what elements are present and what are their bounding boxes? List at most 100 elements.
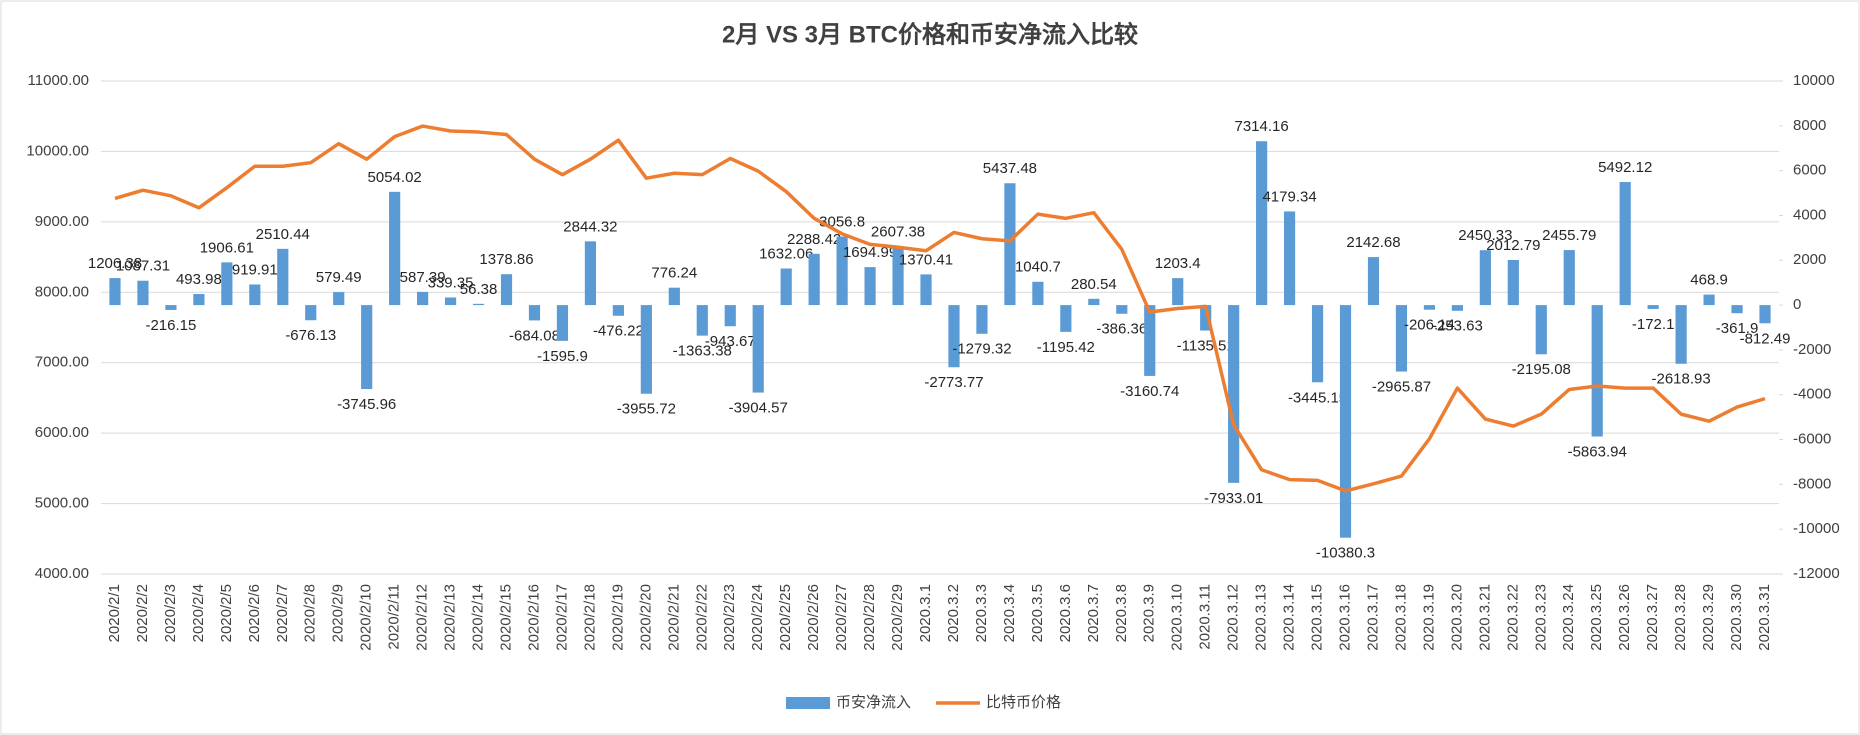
bar (892, 246, 904, 306)
x-tick-label: 2020.3.6 (1057, 584, 1074, 642)
bar (1675, 305, 1687, 364)
data-label: -216.15 (145, 317, 196, 334)
bar (1703, 294, 1715, 306)
bar (780, 268, 792, 306)
bar (612, 305, 624, 316)
data-label: -1195.42 (1037, 339, 1095, 356)
legend-label: 币安净流入 (836, 694, 911, 711)
data-label: -1363.38 (673, 343, 732, 360)
x-tick-label: 2020.3.20 (1448, 584, 1465, 651)
data-label: 5054.02 (368, 169, 422, 186)
bar (724, 305, 736, 327)
data-label: -10380.3 (1316, 545, 1375, 562)
bar (1339, 305, 1352, 538)
bar (1591, 305, 1603, 437)
data-label: -386.36 (1096, 321, 1147, 338)
data-label: 1370.41 (899, 251, 953, 268)
data-label: 7314.16 (1234, 118, 1288, 135)
x-tick-label: 2020.3.24 (1560, 584, 1577, 651)
data-label: 1087.31 (116, 258, 170, 275)
data-label: -1595.9 (537, 348, 588, 365)
y-tick-label: 4000.00 (35, 565, 89, 582)
bar (752, 305, 764, 393)
bar (333, 292, 345, 306)
x-tick-label: 2020/2/27 (833, 584, 850, 651)
data-label: 1378.86 (479, 251, 533, 268)
x-tick-label: 2020/2/2 (134, 584, 151, 642)
bar (1144, 305, 1156, 376)
bar (500, 274, 513, 306)
x-tick-label: 2020/2/21 (665, 584, 682, 651)
data-label: 1203.4 (1155, 255, 1201, 272)
data-label: -2773.77 (924, 374, 983, 391)
data-label: -476.22 (593, 323, 644, 340)
data-label: -676.13 (285, 327, 336, 344)
bar (556, 305, 569, 341)
x-tick-label: 2020/2/25 (777, 584, 794, 651)
y-tick-label: 8000.00 (35, 283, 89, 300)
x-tick-label: 2020.3.11 (1197, 584, 1214, 650)
y-tick-label: 9000.00 (35, 213, 89, 230)
x-tick-label: 2020.3.18 (1392, 584, 1409, 651)
data-label: 280.54 (1071, 276, 1117, 293)
data-label: -253.63 (1432, 318, 1483, 335)
bar (1535, 305, 1547, 355)
data-label: 468.9 (1690, 272, 1728, 289)
bar (1759, 305, 1771, 324)
bar (1004, 183, 1016, 306)
x-tick-label: 2020/2/19 (609, 584, 626, 651)
y2-tick-label: 10000 (1793, 72, 1835, 89)
x-tick-label: 2020/2/16 (525, 584, 542, 651)
bar (696, 305, 708, 336)
bar (1731, 305, 1743, 314)
x-tick-label: 2020/2/13 (442, 584, 459, 651)
x-tick-label: 2020.3.27 (1644, 584, 1661, 651)
x-tick-label: 2020.3.7 (1085, 584, 1102, 642)
data-label: 339.35 (428, 274, 474, 291)
bar (640, 305, 652, 394)
x-tick-label: 2020/2/4 (190, 584, 207, 642)
x-tick-label: 2020/2/22 (693, 584, 710, 651)
data-label: 1040.7 (1015, 259, 1061, 276)
bar (1507, 259, 1519, 306)
x-tick-label: 2020/2/1 (106, 584, 123, 642)
data-label: 4179.34 (1262, 188, 1316, 205)
data-label: 1694.99 (843, 244, 897, 261)
x-tick-label: 2020.3.9 (1141, 584, 1158, 642)
x-tick-label: 2020/2/15 (497, 584, 514, 651)
data-label: -3160.74 (1120, 383, 1179, 400)
bar (864, 267, 876, 306)
x-tick-label: 2020.3.29 (1700, 584, 1717, 651)
y2-tick-label: -10000 (1793, 520, 1840, 537)
bar (1395, 305, 1408, 372)
data-label: -684.08 (509, 327, 560, 344)
x-tick-label: 2020.3.30 (1728, 584, 1745, 651)
data-label: 2012.79 (1486, 237, 1540, 254)
y-tick-label: 7000.00 (35, 354, 89, 371)
bar (1563, 250, 1575, 306)
data-label: 776.24 (651, 265, 697, 282)
x-tick-label: 2020/2/26 (805, 584, 822, 651)
x-tick-label: 2020/2/5 (218, 584, 235, 642)
bar (976, 305, 988, 334)
x-tick-label: 2020/2/9 (330, 584, 347, 642)
data-label: 1206.38 (88, 255, 142, 272)
bar (389, 191, 401, 306)
data-label: 5437.48 (983, 160, 1037, 177)
bar (1256, 141, 1268, 306)
data-label: -3745.96 (337, 396, 396, 413)
data-label: -172.1 (1632, 316, 1675, 333)
bar (1479, 250, 1491, 306)
x-tick-label: 2020/2/24 (749, 584, 766, 651)
data-label: 919.91 (232, 261, 278, 278)
bar (1283, 211, 1296, 306)
bar (1311, 305, 1324, 383)
data-label: -2618.93 (1652, 371, 1711, 388)
x-tick-label: 2020.3.8 (1113, 584, 1130, 642)
legend-label: 比特币价格 (986, 694, 1061, 711)
bar (1367, 257, 1380, 306)
bar (417, 291, 429, 306)
legend-swatch (786, 697, 830, 709)
